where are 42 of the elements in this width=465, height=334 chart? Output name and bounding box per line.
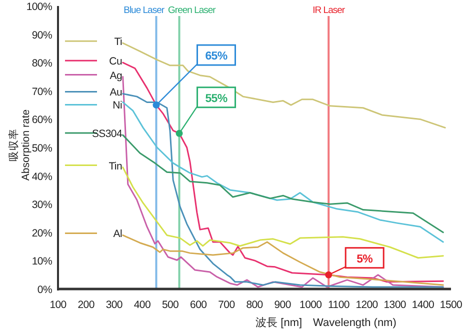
x-axis-title: 波長 [nm] Wavelength (nm) (256, 316, 396, 329)
legend-label: Ag (110, 70, 122, 82)
x-tick-label: 1100 (328, 299, 350, 311)
x-tick-label: 600 (190, 299, 208, 311)
y-tick-label: 60% (32, 114, 52, 126)
x-tick-label: 800 (246, 299, 264, 311)
legend-label: Al (113, 228, 122, 240)
x-tick-label: 1500 (440, 299, 463, 311)
y-tick-label: 10% (32, 256, 52, 268)
ref-line-label: IR Laser (312, 5, 345, 16)
series-label: SS304 (92, 128, 122, 140)
x-tick-label: 100 (50, 299, 67, 311)
legend-label: Au (110, 86, 122, 99)
x-tick-label: 1400 (412, 299, 434, 311)
legend-label: Ti (114, 36, 122, 48)
y-tick-label: 100% (26, 1, 52, 13)
x-tick-label: 1200 (356, 299, 378, 311)
legend-label: Tin (108, 160, 122, 172)
y-tick-label: 70% (32, 86, 52, 98)
x-tick-label: 700 (218, 299, 236, 311)
x-tick-label: 1300 (384, 299, 406, 311)
x-tick-label: 400 (134, 299, 151, 311)
ref-line-label: Blue Laser (124, 5, 164, 16)
annotation: 65% (205, 50, 228, 63)
x-tick-label: 900 (274, 299, 292, 311)
y-tick-label: 40% (32, 170, 52, 183)
x-tick-label: 1000 (300, 299, 322, 311)
y-tick-label: 80% (32, 58, 52, 70)
y-tick-label: 0% (37, 284, 52, 296)
y-tick-label: 90% (32, 29, 52, 42)
x-tick-label: 300 (106, 299, 123, 311)
y-axis-title: 吸収率 Absorption rate (7, 109, 32, 181)
annotation: 5% (356, 253, 373, 266)
y-tick-label: 50% (32, 142, 52, 154)
legend-label: Ni (112, 100, 122, 112)
x-tick-label: 200 (78, 299, 95, 311)
x-tick-label: 500 (162, 299, 180, 311)
annotation: 55% (205, 92, 228, 105)
y-tick-label: 20% (32, 227, 52, 240)
legend-label: Cu (109, 56, 122, 68)
y-tick-label: 30% (32, 199, 52, 212)
ref-line-label: Green Laser (168, 5, 216, 16)
